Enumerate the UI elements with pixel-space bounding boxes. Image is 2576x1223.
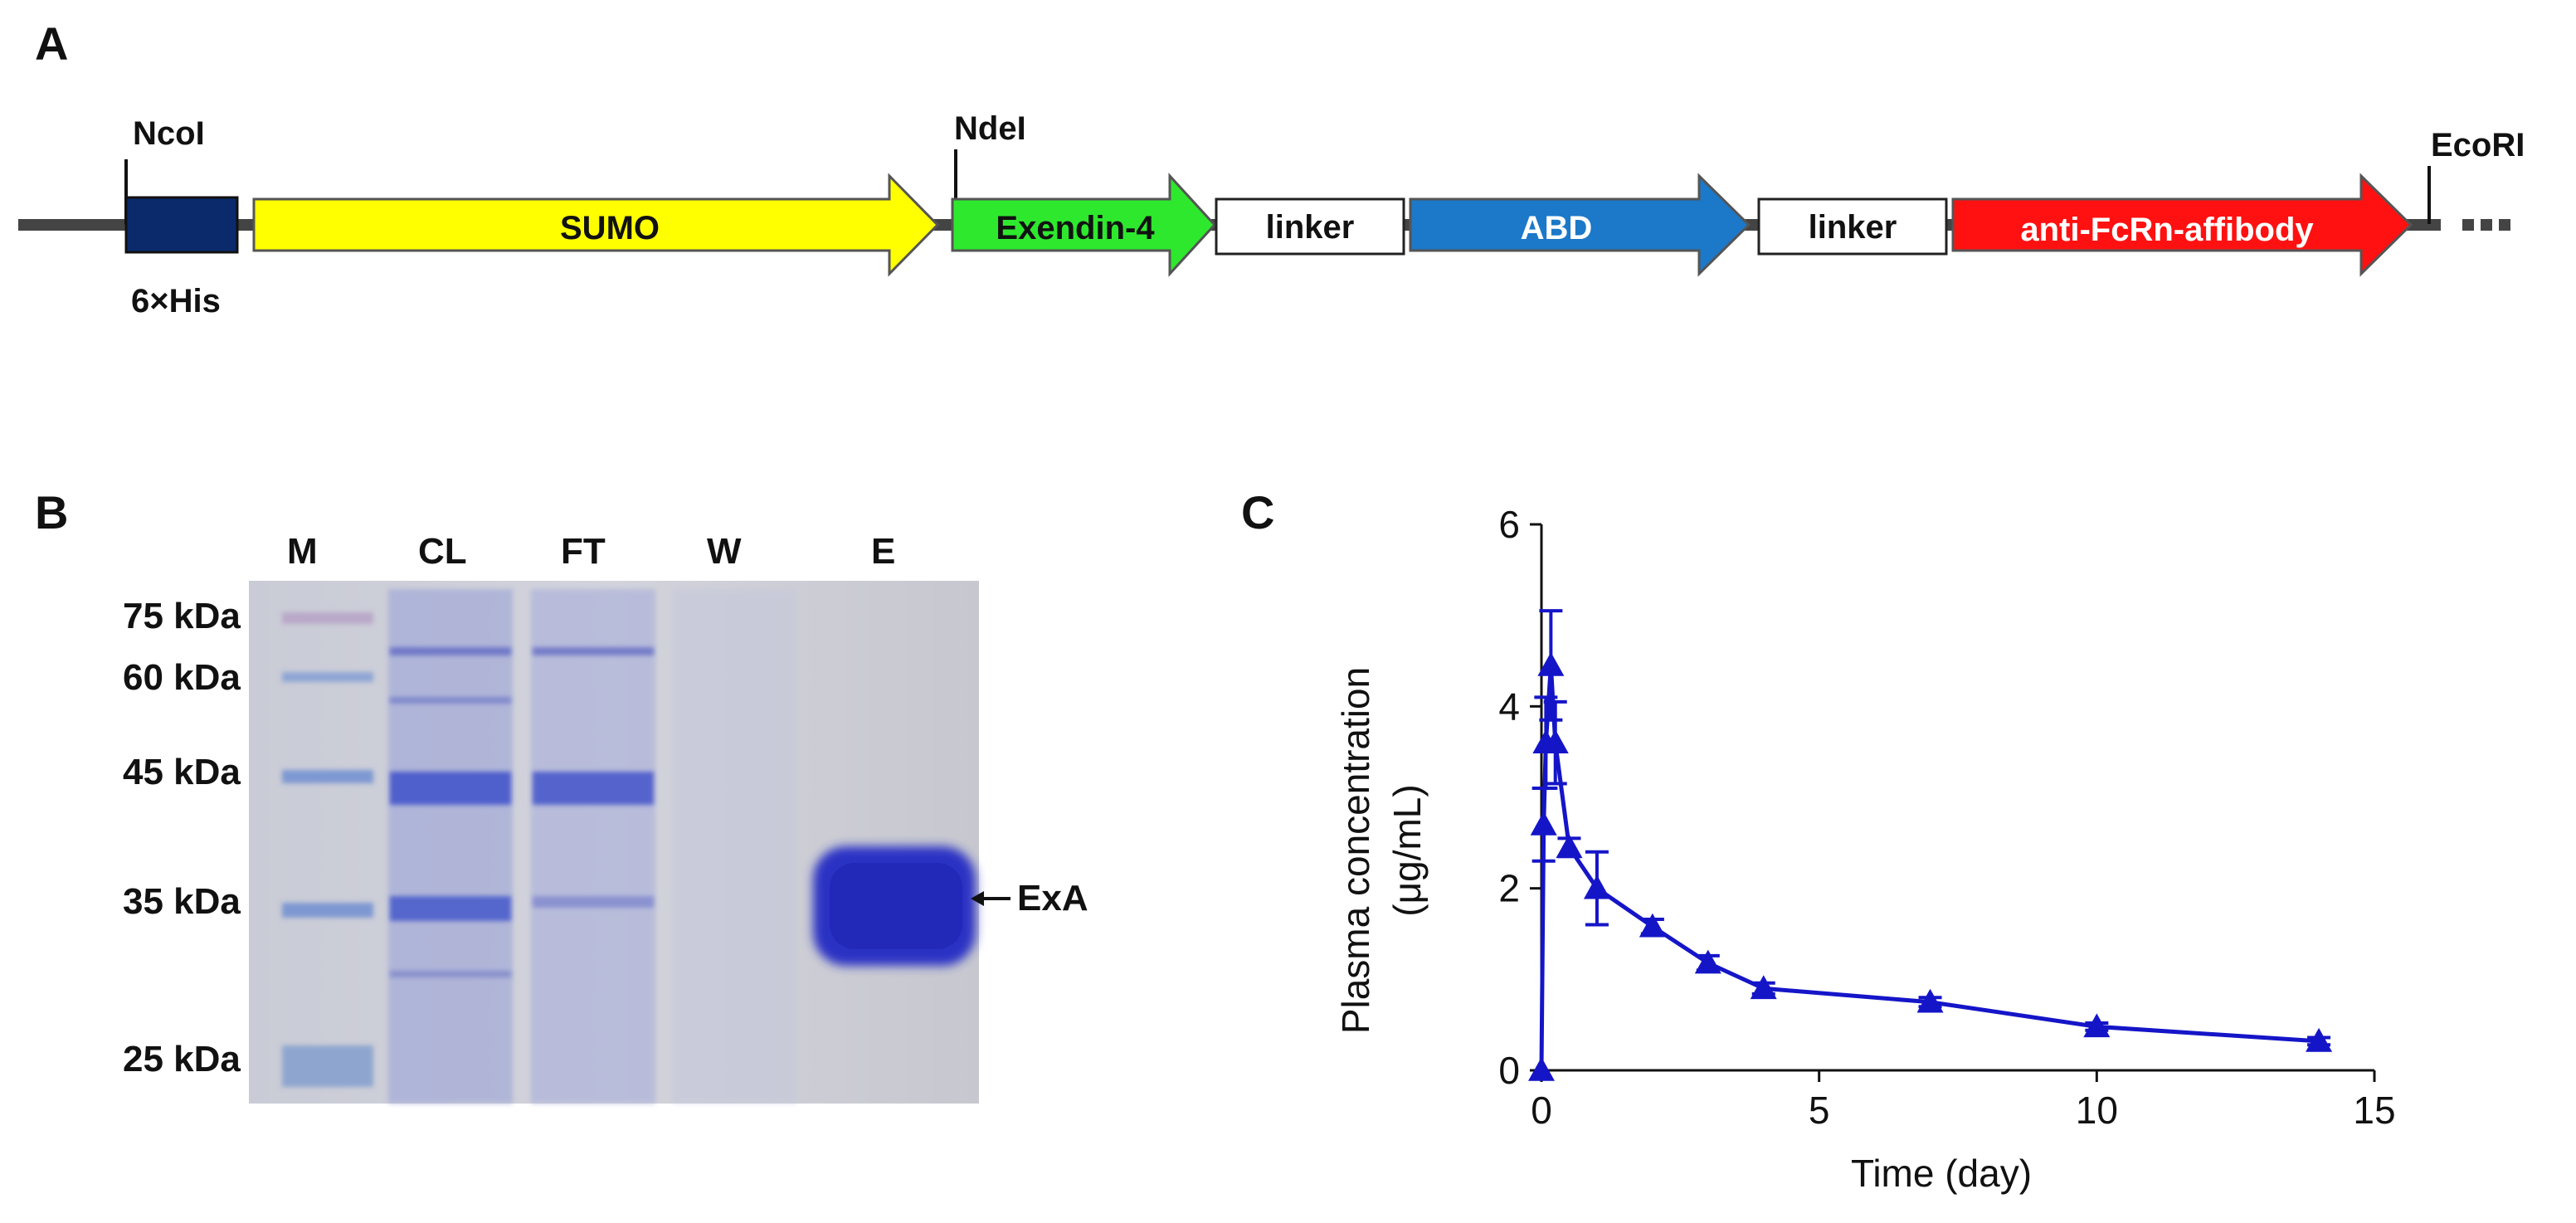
linker2-box: [1757, 197, 1948, 256]
lane-ft-smear: [531, 589, 655, 1104]
x-tick-label: 15: [2353, 1089, 2395, 1132]
sumo-label: SUMO: [560, 210, 660, 246]
linker2-label: linker: [1809, 209, 1897, 246]
y-tick-label: 6: [1498, 503, 1520, 546]
exa-arrow-icon: [971, 891, 1010, 906]
lane-label-cl: CL: [418, 531, 467, 572]
lane-label-w: W: [707, 531, 742, 572]
site-label-ecori: EcoRI: [2431, 127, 2525, 163]
data-point: [1583, 875, 1610, 899]
data-point: [1556, 834, 1583, 859]
data-point: [2083, 1013, 2111, 1038]
cl-ft-bands: [390, 647, 654, 977]
his-tag-label: 6×His: [131, 283, 221, 319]
lane-label-m: M: [287, 531, 318, 572]
panel-b-letter: B: [35, 486, 69, 538]
sumo-arrow: [252, 173, 940, 277]
data-point: [1916, 988, 1944, 1013]
data-point: [1694, 949, 1721, 974]
his-tag-box: [124, 196, 239, 254]
backbone-dots: [2462, 219, 2510, 231]
panel-c-letter: C: [1241, 486, 1275, 538]
y-tick-label: 4: [1498, 685, 1520, 728]
chart-ylabel: Plasma concentration: [1334, 667, 1377, 1034]
x-tick-label: 0: [1531, 1089, 1552, 1132]
linker1-box: [1215, 197, 1405, 256]
y-tick-label: 0: [1498, 1049, 1520, 1092]
x-tick-label: 10: [2076, 1089, 2118, 1132]
x-tick-label: 5: [1809, 1089, 1830, 1132]
data-point: [2306, 1027, 2333, 1052]
marker-label-45: 45 kDa: [123, 752, 241, 792]
abd-arrow: [1409, 173, 1751, 277]
panel-a-letter: A: [35, 17, 69, 70]
exendin-arrow: [951, 173, 1217, 277]
lane-label-ft: FT: [561, 531, 606, 572]
affibody-arrow: [1951, 173, 2413, 277]
exa-label: ExA: [1017, 878, 1088, 918]
data-point: [1537, 651, 1565, 676]
site-label-ndei: NdeI: [954, 110, 1026, 147]
marker-label-25: 25 kDa: [123, 1039, 241, 1079]
chart-xlabel: Time (day): [1851, 1152, 2032, 1195]
gel-image: [249, 581, 979, 1104]
lane-w-smear: [672, 589, 796, 1104]
construct-diagram: NcoI NdeI EcoRI 6×His SUMO Exendin-4 lin…: [18, 110, 2525, 319]
marker-label-60: 60 kDa: [123, 657, 241, 698]
lane-cl-smear: [388, 589, 513, 1104]
y-tick-label: 2: [1498, 867, 1520, 910]
exendin-label: Exendin-4: [996, 210, 1155, 246]
marker-label-35: 35 kDa: [123, 881, 241, 922]
marker-bands: [282, 612, 373, 1087]
pk-chart: 0 5 10 15 0 2 4 6 Time (day) Plasma concentrati…: [1334, 503, 2396, 1195]
site-label-ncoi: NcoI: [133, 115, 205, 152]
lane-label-e: E: [871, 531, 896, 572]
affibody-label: anti-FcRn-affibody: [2020, 212, 2314, 248]
marker-label-75: 75 kDa: [123, 596, 241, 636]
data-point: [1541, 729, 1569, 753]
data-point: [1528, 1057, 1555, 1081]
chart-ylabel-unit: (μg/mL): [1385, 784, 1429, 916]
data-point: [1639, 913, 1666, 938]
data-point: [1530, 811, 1557, 836]
linker1-label: linker: [1266, 209, 1355, 246]
abd-label: ABD: [1521, 210, 1593, 246]
data-point: [1750, 975, 1777, 1000]
